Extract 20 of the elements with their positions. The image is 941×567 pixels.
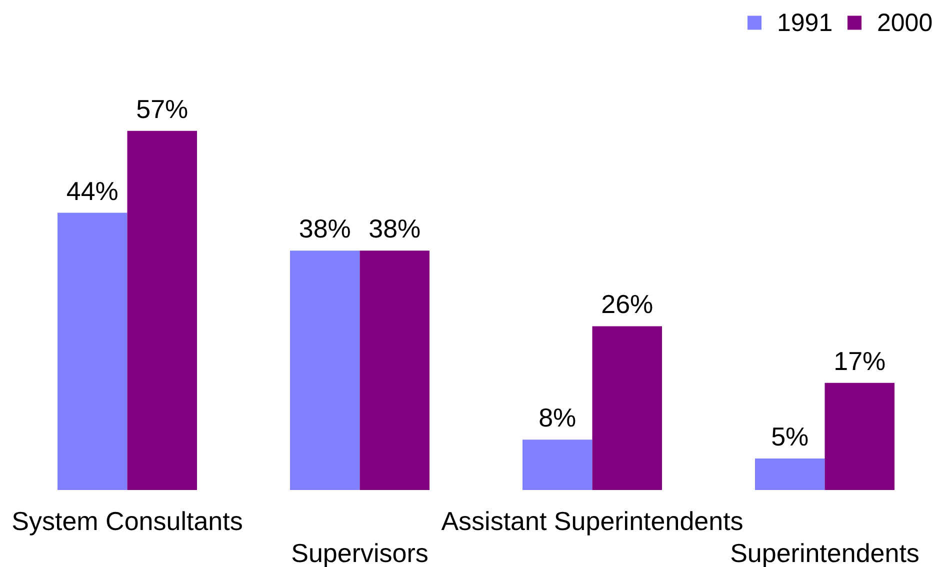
data-label: 26% (601, 289, 654, 320)
bar (755, 458, 825, 490)
bar (592, 326, 662, 490)
bar (127, 130, 197, 490)
data-label: 38% (368, 214, 421, 244)
data-label: 8% (538, 402, 576, 433)
legend-label: 2000 (877, 8, 933, 37)
bar (522, 440, 592, 490)
bar (290, 250, 360, 490)
data-label: 17% (834, 346, 886, 376)
legend-label: 1991 (777, 8, 833, 37)
bar (824, 382, 894, 490)
x-tick-label: Assistant Superintendents (441, 506, 744, 536)
data-label: 57% (136, 94, 188, 124)
bar (360, 250, 430, 490)
data-label: 44% (66, 176, 118, 206)
bar (58, 212, 128, 490)
x-tick-label: System Consultants (12, 506, 243, 536)
data-label: 38% (298, 214, 351, 244)
data-label: 5% (771, 422, 809, 452)
